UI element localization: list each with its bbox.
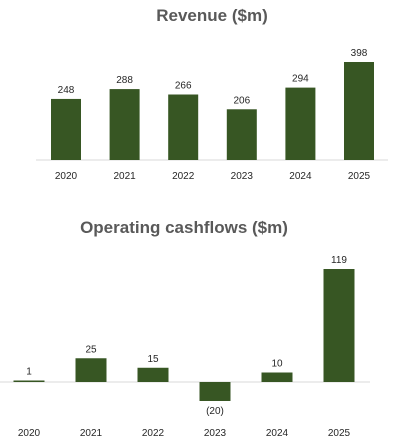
cashflow-x-tick-2023: 2023	[204, 428, 227, 439]
cashflow-bar-2025	[323, 269, 355, 382]
cashflow-x-tick-2020: 2020	[18, 428, 41, 439]
revenue-x-tick-2020: 2020	[55, 171, 78, 182]
revenue-x-tick-2025: 2025	[348, 171, 371, 182]
revenue-value-label-2024: 294	[292, 74, 309, 85]
revenue-value-label-2023: 206	[233, 95, 250, 106]
revenue-value-label-2025: 398	[351, 48, 368, 59]
cashflow-x-tick-2021: 2021	[80, 428, 103, 439]
cashflow-value-label-2020: 1	[26, 367, 32, 378]
operating-cashflows-chart-title: Operating cashflows ($m)	[80, 218, 288, 237]
revenue-bar-2025	[344, 62, 374, 160]
cashflow-bar-2020	[13, 380, 45, 382]
cashflow-bar-2022	[137, 367, 169, 382]
revenue-bar-2024	[285, 87, 316, 160]
revenue-x-tick-2022: 2022	[172, 171, 195, 182]
revenue-chart-title: Revenue ($m)	[156, 6, 267, 25]
cashflow-x-tick-2024: 2024	[266, 428, 289, 439]
revenue-bar-2021	[109, 89, 140, 160]
operating-cashflows-chart: Operating cashflows ($m) 1 2020 25 2021 15 20…	[0, 218, 370, 439]
cashflow-bar-2021	[75, 358, 107, 382]
revenue-x-tick-2024: 2024	[289, 171, 312, 182]
cashflow-x-tick-2022: 2022	[142, 428, 165, 439]
cashflow-bar-2023	[199, 382, 231, 401]
cashflow-value-label-2024: 10	[271, 359, 283, 370]
cashflow-value-label-2025: 119	[331, 255, 347, 266]
revenue-value-label-2022: 266	[175, 81, 192, 92]
revenue-x-tick-2021: 2021	[113, 171, 136, 182]
revenue-bar-2022	[168, 94, 199, 160]
cashflow-value-label-2021: 25	[85, 344, 97, 355]
cashflow-bar-2024	[261, 372, 293, 382]
revenue-bar-2023	[226, 109, 257, 160]
cashflow-value-label-2022: 15	[147, 354, 159, 365]
revenue-bar-2020	[51, 98, 81, 160]
revenue-chart: Revenue ($m) 248 2020 288 2021 266 2022 206 202…	[36, 6, 388, 182]
cashflow-value-label-2023: (20)	[206, 406, 224, 417]
revenue-x-tick-2023: 2023	[231, 171, 254, 182]
cashflow-x-tick-2025: 2025	[328, 428, 351, 439]
revenue-value-label-2021: 288	[116, 75, 133, 86]
revenue-value-label-2020: 248	[58, 85, 75, 96]
